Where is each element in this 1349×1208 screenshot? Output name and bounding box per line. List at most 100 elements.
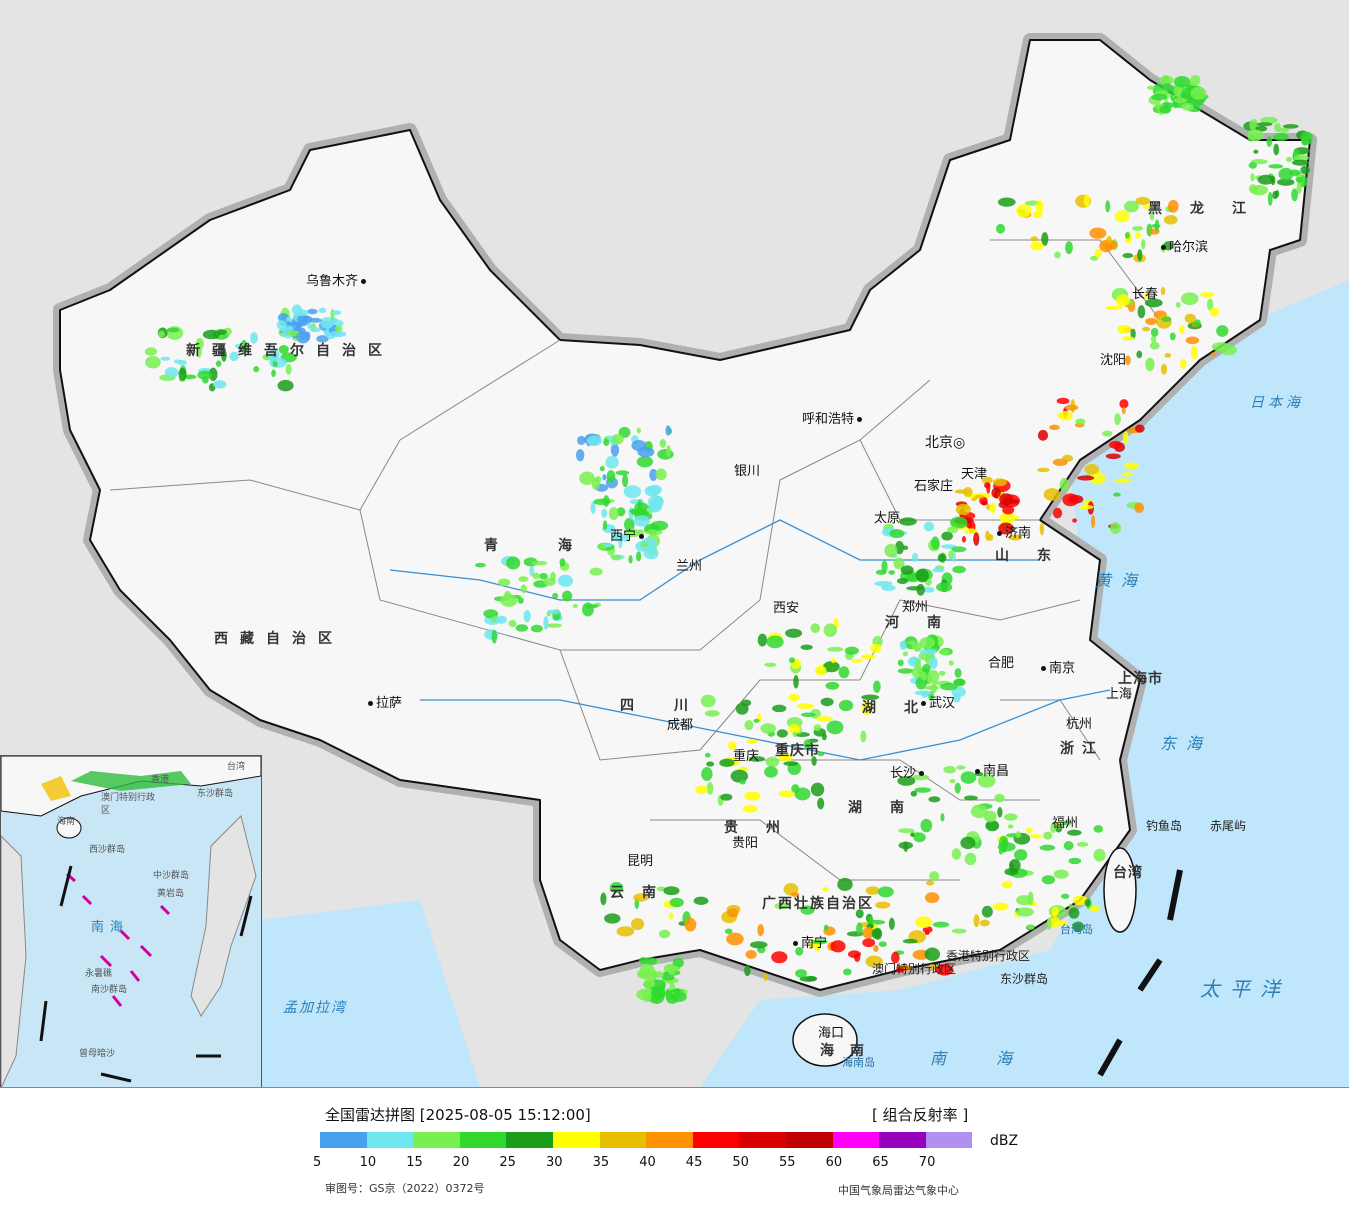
radar-echo	[760, 723, 776, 734]
color-swatch	[925, 1132, 973, 1148]
radar-echo	[1067, 829, 1082, 836]
radar-echo	[642, 990, 652, 1003]
radar-echo	[1142, 326, 1151, 332]
radar-echo	[164, 367, 179, 378]
radar-echo	[783, 761, 799, 766]
radar-echo	[1109, 440, 1123, 449]
radar-echo	[955, 503, 971, 516]
radar-echo	[1267, 191, 1273, 206]
radar-echo	[1142, 204, 1152, 209]
radar-echo	[1149, 213, 1155, 221]
radar-echo	[1300, 165, 1310, 175]
radar-echo	[669, 897, 684, 908]
radar-echo	[826, 720, 844, 735]
radar-echo	[633, 893, 649, 902]
radar-echo	[1016, 895, 1032, 906]
radar-echo	[1216, 325, 1229, 337]
radar-echo	[1007, 824, 1014, 829]
radar-echo	[637, 446, 655, 458]
radar-echo	[794, 787, 811, 801]
color-swatch	[832, 1132, 880, 1148]
color-swatch	[739, 1132, 786, 1148]
radar-echo	[1160, 363, 1168, 375]
radar-echo	[897, 668, 914, 674]
radar-echo	[1054, 251, 1061, 259]
radar-echo	[811, 939, 828, 945]
radar-echo	[1268, 164, 1284, 169]
province-label-sichuan: 四川	[620, 698, 728, 714]
radar-echo	[753, 718, 760, 723]
color-swatch	[879, 1132, 926, 1148]
radar-echo	[572, 603, 578, 609]
radar-echo	[746, 738, 758, 744]
sea-yellow: 黄海	[1095, 571, 1148, 590]
radar-echo	[843, 968, 852, 976]
color-scale-bar	[320, 1132, 973, 1148]
radar-echo	[1030, 236, 1038, 242]
legend-panel: 全国雷达拼图 [2025-08-05 15:12:00] [ 组合反射率 ] 5…	[0, 1088, 1349, 1208]
radar-echo	[590, 501, 596, 514]
radar-echo	[991, 487, 1001, 499]
radar-echo	[1064, 404, 1079, 411]
color-swatch	[599, 1132, 647, 1148]
radar-echo	[610, 443, 620, 457]
radar-echo	[766, 635, 784, 649]
radar-echo	[814, 943, 820, 952]
radar-echo	[1125, 355, 1131, 366]
radar-echo	[851, 658, 863, 663]
capital-icon: ◎	[953, 435, 966, 451]
radar-echo	[1068, 903, 1074, 909]
radar-echo	[953, 692, 961, 703]
radar-echo	[202, 329, 221, 340]
province-label-taiwan: 台湾	[1113, 865, 1143, 881]
radar-echo	[309, 327, 321, 333]
scale-tick-label: 45	[685, 1155, 703, 1170]
radar-echo	[701, 767, 713, 782]
radar-echo	[1089, 471, 1106, 485]
radar-echo	[1294, 154, 1309, 162]
province-label-heilongjiang: 黑龙江	[1148, 201, 1274, 217]
radar-echo	[1159, 105, 1172, 114]
radar-echo	[1004, 813, 1018, 821]
scale-tick-label: 5	[313, 1155, 322, 1170]
radar-echo	[1026, 924, 1035, 930]
radar-echoes	[144, 74, 1313, 1005]
radar-echo	[490, 615, 498, 622]
radar-echo	[1135, 196, 1151, 206]
bay-of-bengal	[260, 900, 480, 1087]
radar-echo	[543, 616, 549, 630]
city-nanchang: 南昌	[972, 760, 1009, 779]
radar-echo	[178, 367, 187, 381]
radar-echo	[898, 841, 914, 850]
city-guiyang: 贵阳	[732, 836, 759, 851]
city-chongqing: 重庆	[733, 749, 760, 764]
inset-label-yongshu: 永暑礁	[85, 969, 113, 979]
radar-echo	[603, 543, 613, 548]
radar-echo	[981, 501, 988, 506]
radar-echo	[973, 914, 980, 928]
radar-echo	[1130, 328, 1136, 340]
radar-echo	[550, 571, 556, 582]
radar-echo	[771, 951, 788, 964]
radar-echo	[757, 923, 765, 937]
radar-echo	[1274, 123, 1282, 132]
radar-echo	[740, 699, 752, 707]
radar-echo	[1015, 907, 1034, 917]
radar-echo	[1124, 231, 1130, 239]
radar-echo	[160, 356, 171, 361]
radar-echo	[1272, 133, 1289, 141]
city-lanzhou: 兰州	[676, 559, 703, 574]
radar-echo	[899, 640, 908, 650]
radar-echo	[1116, 294, 1130, 307]
radar-echo	[643, 978, 656, 988]
radar-echo	[1180, 358, 1187, 369]
radar-echo	[1141, 238, 1146, 250]
radar-echo	[984, 482, 991, 489]
radar-echo	[865, 955, 883, 968]
radar-echo	[785, 628, 803, 638]
radar-echo	[928, 656, 938, 670]
radar-echo	[1266, 136, 1273, 147]
radar-echo	[928, 963, 936, 970]
radar-echo	[938, 649, 951, 656]
radar-echo	[1211, 342, 1230, 352]
